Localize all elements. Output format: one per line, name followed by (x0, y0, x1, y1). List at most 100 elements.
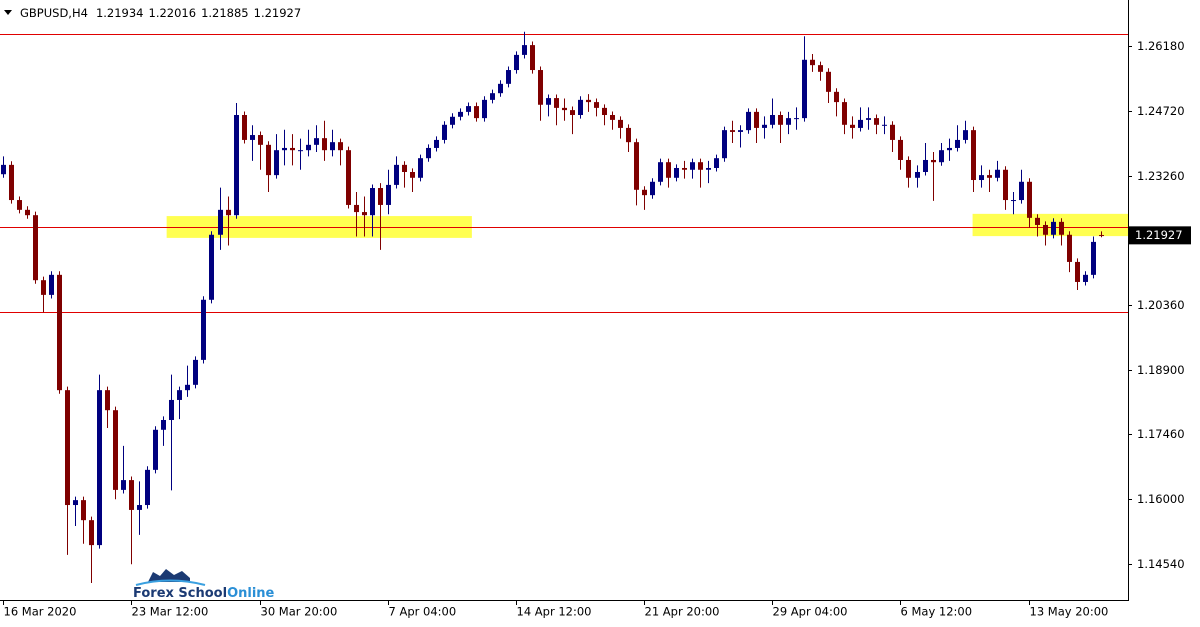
body (1035, 217, 1040, 225)
body (442, 124, 447, 140)
body (690, 162, 695, 170)
body (298, 150, 303, 152)
body (610, 115, 615, 120)
high: 1.22016 (149, 6, 197, 20)
body (41, 280, 46, 295)
body (402, 164, 407, 172)
body (145, 469, 150, 506)
x-tick-label: 23 Mar 12:00 (132, 605, 209, 619)
low: 1.21885 (201, 6, 249, 20)
body (1019, 181, 1024, 201)
body (506, 70, 511, 84)
body (346, 150, 351, 205)
body (802, 59, 807, 119)
current-price-label: 1.21927 (1135, 228, 1183, 242)
body (1059, 221, 1064, 235)
body (882, 124, 887, 126)
y-tick-label: 1.23260 (1137, 169, 1185, 183)
body (979, 175, 984, 181)
y-tick-label: 1.16000 (1137, 492, 1185, 506)
body (570, 110, 575, 116)
symbol: GBPUSD,H4 (20, 6, 88, 20)
body (394, 164, 399, 185)
body (129, 480, 134, 510)
chart-header: GBPUSD,H4 1.21934 1.22016 1.21885 1.21927 (20, 6, 301, 20)
body (434, 139, 439, 148)
body (546, 98, 551, 105)
body (906, 159, 911, 178)
body (1067, 234, 1072, 262)
body (458, 111, 463, 117)
body (538, 70, 543, 105)
body (554, 98, 559, 108)
x-tick-label: 21 Apr 20:00 (645, 605, 720, 619)
body (266, 144, 271, 176)
body (250, 135, 255, 140)
body (209, 234, 214, 300)
body (498, 83, 503, 94)
y-tick-label: 1.14540 (1137, 557, 1185, 571)
menu-arrow (4, 10, 12, 15)
body (714, 158, 719, 168)
body (746, 111, 751, 131)
body (81, 500, 86, 521)
current-price-box (1129, 226, 1191, 245)
body (201, 299, 206, 360)
x-tick-label: 6 May 12:00 (901, 605, 973, 619)
body (177, 390, 182, 400)
levels (0, 34, 1128, 313)
body (370, 188, 375, 216)
y-tick-label: 1.24720 (1137, 104, 1185, 118)
body (963, 130, 968, 140)
body (33, 215, 38, 281)
body (578, 99, 583, 116)
body (842, 102, 847, 125)
body (810, 59, 815, 66)
body (858, 119, 863, 128)
body (1027, 181, 1032, 218)
body (121, 480, 126, 490)
y-tick-label: 1.26180 (1137, 39, 1185, 53)
body (306, 144, 311, 151)
body (778, 115, 783, 125)
body (874, 118, 879, 125)
body (1083, 274, 1088, 282)
logo: Forex SchoolOnline (133, 569, 275, 601)
body (386, 184, 391, 205)
body (682, 167, 687, 170)
body (562, 107, 567, 111)
body (97, 390, 102, 546)
body (634, 142, 639, 190)
body (17, 200, 22, 210)
body (161, 419, 166, 430)
body (762, 124, 767, 128)
body (65, 390, 70, 506)
body (698, 162, 703, 170)
body (818, 65, 823, 72)
body (738, 130, 743, 132)
body (1099, 235, 1104, 237)
body (666, 162, 671, 178)
body (1003, 169, 1008, 201)
logo-icon (148, 569, 190, 582)
zones (166, 213, 1128, 238)
body (971, 130, 976, 181)
body (650, 181, 655, 196)
x-tick-label: 7 Apr 04:00 (389, 605, 457, 619)
body (594, 102, 599, 108)
body (955, 139, 960, 148)
logo-part: Online (227, 586, 274, 601)
body (770, 115, 775, 125)
body (105, 390, 110, 411)
body (786, 118, 791, 125)
body (113, 410, 118, 490)
body (450, 116, 455, 125)
body (1075, 261, 1080, 282)
y-tick-label: 1.20360 (1137, 298, 1185, 312)
close: 1.21927 (254, 6, 302, 20)
body (226, 209, 231, 216)
body (218, 209, 223, 235)
body (602, 107, 607, 116)
